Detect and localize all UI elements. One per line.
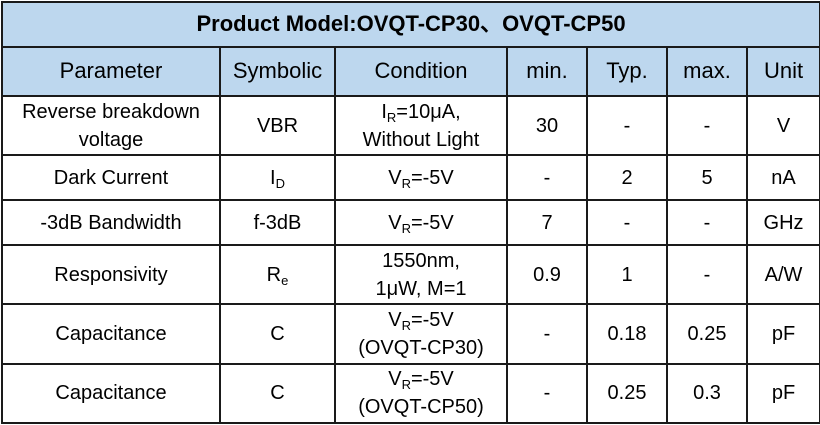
cell-max: -	[666, 94, 748, 157]
condition-rest: =-5V	[410, 211, 454, 234]
cell-typ: -	[586, 199, 668, 247]
cell-condition: IR=10μA, Without Light	[334, 94, 508, 157]
cell-unit: pF	[745, 362, 820, 425]
header-typ: Typ.	[586, 45, 668, 98]
title-row: Product Model:OVQT-CP30、OVQT-CP50	[0, 1, 820, 48]
table-row: Responsivity Re 1550nm, 1μW, M=1 0.9 1 -…	[1, 244, 820, 306]
cell-unit: pF	[745, 303, 820, 365]
cell-condition: VR=-5V	[334, 199, 508, 247]
symbol-main: R	[266, 263, 282, 286]
cell-typ: 0.18	[586, 303, 668, 365]
condition-text: VR=-5V	[340, 365, 502, 393]
condition-main: V	[388, 309, 402, 332]
cell-max: -	[666, 244, 748, 306]
table-row: -3dB Bandwidth f-3dB VR=-5V 7 - - GHz	[1, 199, 820, 247]
cell-unit: V	[745, 94, 820, 157]
condition-main: I	[381, 100, 387, 123]
cell-condition: VR=-5V (OVQT-CP50)	[334, 362, 508, 425]
condition-main: V	[388, 211, 402, 234]
header-symbolic: Symbolic	[219, 45, 336, 98]
condition-main: V	[388, 368, 402, 391]
condition-subscript: R	[401, 318, 411, 334]
cell-unit: GHz	[745, 199, 820, 247]
header-max: max.	[666, 45, 748, 98]
cell-min: -	[506, 362, 588, 425]
table-row: Capacitance C VR=-5V (OVQT-CP30) - 0.18 …	[1, 303, 820, 365]
header-unit: Unit	[745, 45, 820, 98]
cell-symbol: VBR	[219, 94, 336, 157]
cell-parameter: Reverse breakdown voltage	[1, 94, 221, 157]
table-row: Capacitance C VR=-5V (OVQT-CP50) - 0.25 …	[1, 362, 820, 425]
cell-max: 5	[666, 154, 748, 202]
condition-text: Without Light	[362, 128, 480, 151]
condition-subscript: R	[401, 175, 411, 191]
cell-max: 0.25	[666, 303, 748, 365]
condition-main: V	[388, 166, 402, 189]
cell-condition: 1550nm, 1μW, M=1	[334, 244, 508, 306]
cell-parameter: Dark Current	[1, 154, 221, 202]
cell-unit: A/W	[745, 244, 820, 306]
cell-parameter: -3dB Bandwidth	[1, 199, 221, 247]
condition-text: VR=-5V	[340, 306, 502, 334]
symbol-main: I	[270, 166, 276, 189]
symbol-subscript: e	[281, 272, 289, 288]
cell-condition: VR=-5V	[334, 154, 508, 202]
cell-min: 30	[506, 94, 588, 157]
condition-text: (OVQT-CP30)	[358, 337, 484, 360]
table-row: Reverse breakdown voltage VBR IR=10μA, W…	[1, 94, 820, 157]
cell-min: -	[506, 303, 588, 365]
condition-text: 1μW, M=1	[375, 277, 467, 300]
header-row: Parameter Symbolic Condition min. Typ. m…	[1, 45, 820, 98]
table-row: Dark Current ID VR=-5V - 2 5 nA	[1, 154, 820, 202]
cell-typ: 1	[586, 244, 668, 306]
cell-unit: nA	[745, 154, 820, 202]
cell-parameter: Responsivity	[1, 244, 221, 306]
cell-symbol: C	[219, 303, 336, 365]
condition-text: (OVQT-CP50)	[358, 396, 484, 419]
header-min: min.	[506, 45, 588, 98]
table-title: Product Model:OVQT-CP30、OVQT-CP50	[0, 1, 820, 48]
cell-parameter: Capacitance	[1, 303, 221, 365]
condition-rest: =-5V	[410, 368, 454, 391]
cell-typ: 0.25	[586, 362, 668, 425]
condition-rest: =-5V	[410, 166, 454, 189]
condition-text: IR=10μA,	[340, 98, 502, 126]
condition-subscript: R	[401, 377, 411, 393]
cell-symbol: f-3dB	[219, 199, 336, 247]
cell-parameter: Capacitance	[1, 362, 221, 425]
cell-min: -	[506, 154, 588, 202]
cell-typ: -	[586, 94, 668, 157]
cell-max: -	[666, 199, 748, 247]
cell-symbol: C	[219, 362, 336, 425]
symbol-subscript: D	[275, 175, 285, 191]
condition-rest: =-5V	[410, 309, 454, 332]
parameter-text: voltage	[78, 128, 144, 151]
cell-max: 0.3	[666, 362, 748, 425]
cell-condition: VR=-5V (OVQT-CP30)	[334, 303, 508, 365]
header-condition: Condition	[334, 45, 508, 98]
cell-symbol: ID	[219, 154, 336, 202]
condition-text: 1550nm,	[382, 249, 460, 272]
cell-min: 0.9	[506, 244, 588, 306]
condition-subscript: R	[386, 109, 397, 125]
cell-symbol: Re	[219, 244, 336, 306]
header-parameter: Parameter	[1, 45, 221, 98]
condition-subscript: R	[401, 220, 411, 236]
condition-rest: =10μA,	[396, 100, 461, 123]
cell-typ: 2	[586, 154, 668, 202]
cell-min: 7	[506, 199, 588, 247]
parameter-text: Reverse breakdown	[22, 100, 200, 123]
